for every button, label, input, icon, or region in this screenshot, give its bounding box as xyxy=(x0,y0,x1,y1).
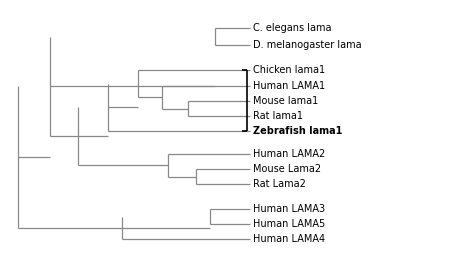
Text: Zebrafish lama1: Zebrafish lama1 xyxy=(253,126,342,136)
Text: Mouse lama1: Mouse lama1 xyxy=(253,96,318,106)
Text: Rat Lama2: Rat Lama2 xyxy=(253,179,306,189)
Text: Mouse Lama2: Mouse Lama2 xyxy=(253,164,321,174)
Text: Chicken lama1: Chicken lama1 xyxy=(253,65,325,75)
Text: D. melanogaster lama: D. melanogaster lama xyxy=(253,40,362,50)
Text: Human LAMA1: Human LAMA1 xyxy=(253,81,325,91)
Text: C. elegans lama: C. elegans lama xyxy=(253,23,331,33)
Text: Human LAMA2: Human LAMA2 xyxy=(253,149,325,159)
Text: Human LAMA3: Human LAMA3 xyxy=(253,204,325,214)
Text: Human LAMA5: Human LAMA5 xyxy=(253,219,325,229)
Text: Human LAMA4: Human LAMA4 xyxy=(253,234,325,244)
Text: Rat lama1: Rat lama1 xyxy=(253,111,303,121)
